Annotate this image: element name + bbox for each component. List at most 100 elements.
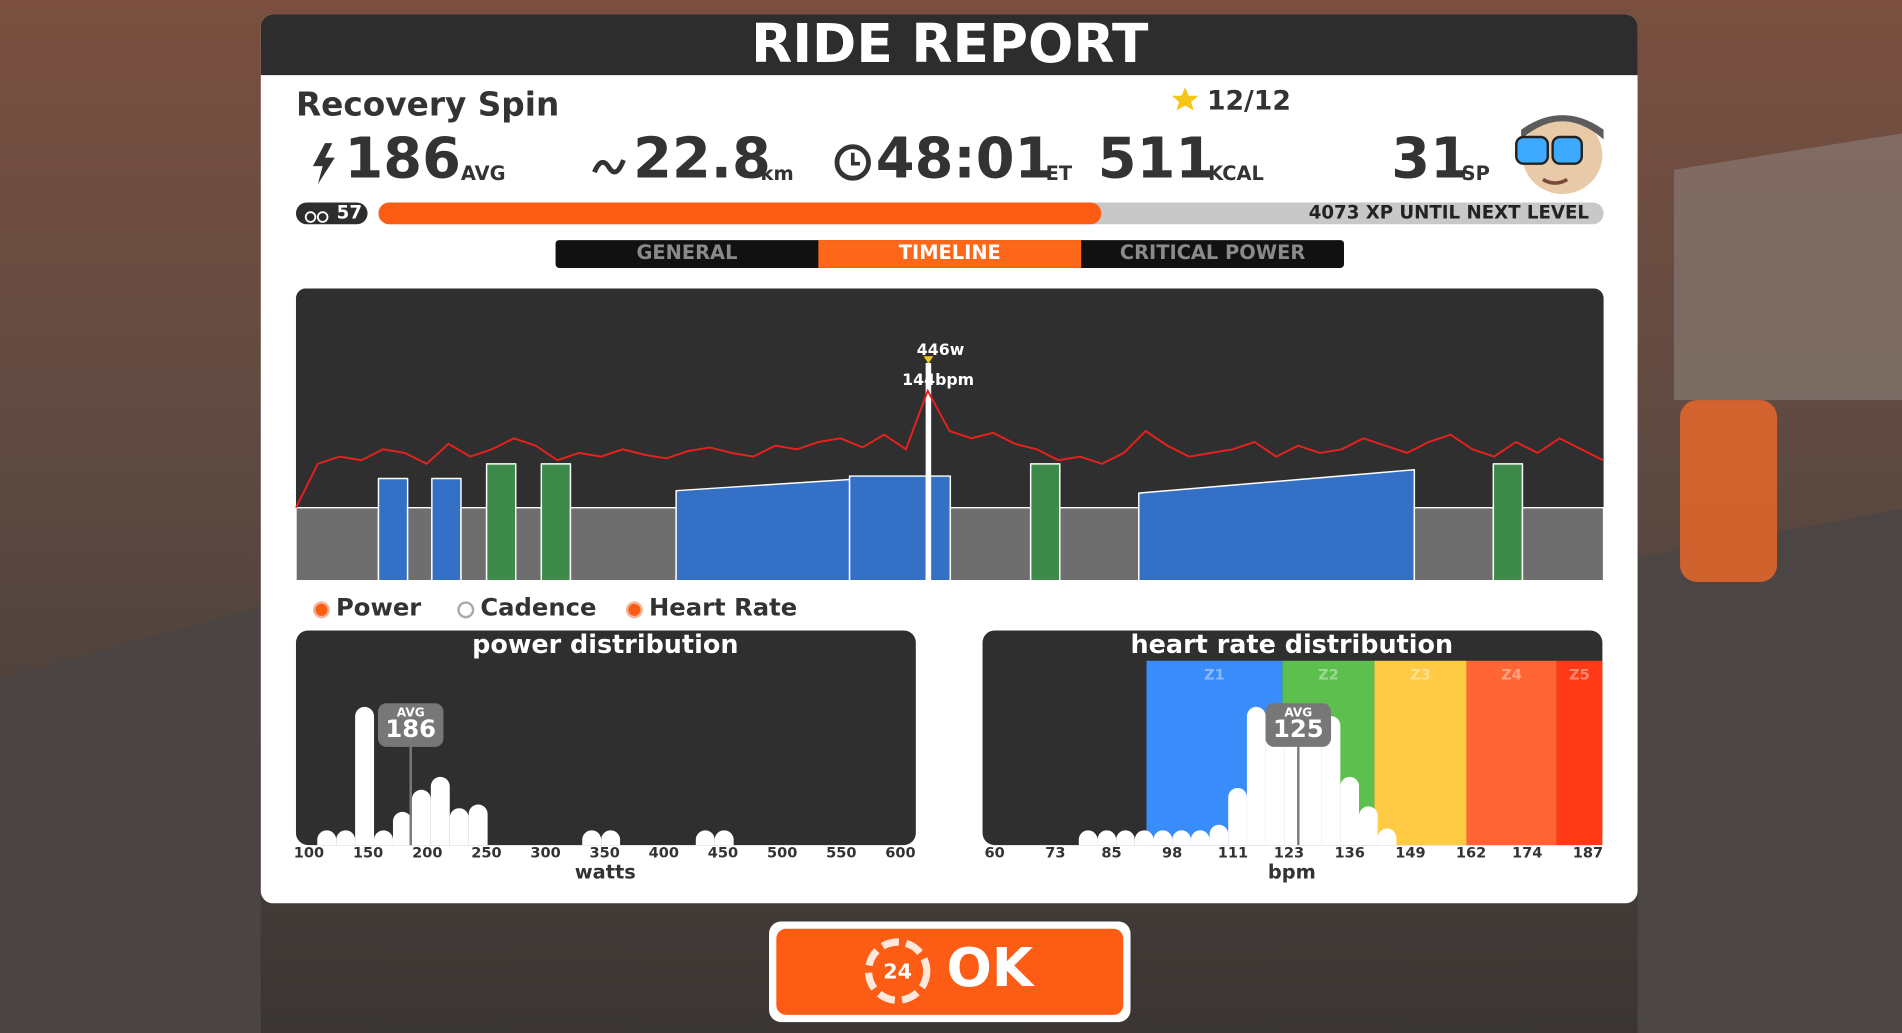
power-block (929, 475, 952, 582)
histogram-bar (1116, 830, 1135, 846)
badge: 24 (883, 959, 912, 983)
zone-label: Z2 (1318, 666, 1339, 683)
legend-dot[interactable] (457, 601, 475, 619)
building (1673, 133, 1902, 401)
time-icon-hands (850, 152, 861, 166)
histogram-bar (1097, 830, 1117, 846)
panel-title: RIDE REPORT (751, 12, 1149, 75)
power-block (431, 477, 462, 582)
power-block (1059, 506, 1140, 582)
road-left (0, 606, 261, 1033)
histogram-bar (355, 706, 375, 846)
avg-label: AVG (397, 705, 425, 719)
power-block (1413, 506, 1495, 582)
x-tick-label: 350 (590, 845, 620, 862)
power-block (949, 506, 1032, 582)
zone-label: Z3 (1410, 666, 1431, 683)
x-tick-label: 450 (708, 845, 738, 862)
x-tick-label: 250 (471, 845, 501, 862)
peak-marker (923, 356, 934, 364)
zone-label: Z5 (1569, 666, 1590, 683)
xp-fill (378, 202, 1102, 225)
bike-icon (316, 211, 329, 223)
x-tick-label: 600 (885, 845, 915, 862)
hr-distribution-title: heart rate distribution (1131, 630, 1454, 660)
legend-dot[interactable] (312, 601, 330, 619)
hr-zone (1374, 660, 1467, 846)
xp-text: 4073 XP UNTIL NEXT LEVEL (1309, 202, 1590, 223)
legend-label[interactable]: Power (336, 593, 421, 622)
x-tick-label: 550 (826, 845, 856, 862)
panel-header (260, 14, 1638, 76)
histogram-bar (1321, 716, 1341, 846)
ok-button[interactable]: 24 OK (769, 921, 1131, 1023)
timeline: 446w 144bpm (295, 340, 1605, 582)
power-icon (312, 143, 335, 185)
tab[interactable]: GENERAL (636, 241, 737, 264)
ok-button-face[interactable] (776, 928, 1124, 1015)
power-block (569, 506, 677, 582)
stat-unit: SP (1462, 162, 1490, 185)
road-right (1637, 509, 1902, 1033)
legend: Power Cadence Heart Rate (312, 593, 797, 622)
power-block (540, 463, 572, 582)
avg-label: AVG (1284, 705, 1312, 719)
histogram-bar (430, 776, 450, 846)
hr-line (295, 388, 1604, 509)
power-block (460, 506, 488, 582)
histogram-bar (1172, 830, 1191, 846)
x-tick-label: 73 (1045, 845, 1065, 862)
x-tick-label: 111 (1218, 845, 1248, 862)
x-tick-label: 100 (294, 845, 324, 862)
power-block (1138, 468, 1416, 582)
distance-icon (592, 159, 626, 175)
histogram-bar (468, 804, 488, 846)
histogram-bar (1078, 830, 1098, 846)
zone-label: Z1 (1204, 666, 1225, 683)
histogram-bar (1209, 824, 1229, 846)
x-tick-label: 85 (1101, 845, 1121, 862)
badge-ring (864, 938, 931, 1004)
x-tick-label: 162 (1456, 845, 1486, 862)
tab-active[interactable] (818, 240, 1082, 268)
legend-label[interactable]: Heart Rate (649, 593, 797, 622)
x-tick-label: 98 (1162, 845, 1182, 862)
legend-dot[interactable] (625, 601, 643, 619)
x-tick-label: 150 (353, 845, 383, 862)
hr-distribution-xlabel: bpm (1268, 860, 1316, 883)
histogram-bar (714, 830, 734, 846)
stat-value: 186 (344, 127, 460, 192)
legend-label[interactable]: Cadence (480, 593, 596, 622)
ride-name: Recovery Spin (296, 86, 559, 124)
x-tick-label: 500 (767, 845, 797, 862)
stat-unit: ET (1046, 162, 1073, 185)
power-block (925, 362, 932, 582)
time-icon (834, 144, 871, 181)
stat-value: 48:01 (876, 127, 1054, 192)
tab[interactable]: CRITICAL POWER (1120, 241, 1306, 264)
x-tick-label: 123 (1274, 845, 1304, 862)
tab[interactable]: TIMELINE (899, 241, 1001, 264)
avatar (1515, 115, 1604, 194)
hr-zone (1556, 660, 1603, 846)
power-block (514, 506, 543, 582)
ok-label[interactable]: OK (946, 936, 1034, 999)
histogram-bar (582, 830, 602, 846)
star-icon (1171, 87, 1199, 111)
power-block (485, 463, 517, 582)
stat-unit: km (761, 162, 794, 185)
histogram-bar (695, 830, 715, 846)
avg-value: 125 (1273, 714, 1324, 743)
power-block (1492, 463, 1524, 582)
histogram-bar (374, 830, 393, 846)
power-distribution-xlabel: watts (575, 860, 636, 883)
stat-value: 22.8 (633, 127, 771, 192)
x-tick-label: 200 (412, 845, 442, 862)
histogram-bar (1359, 806, 1378, 846)
power-block (295, 506, 380, 582)
histogram-bar (601, 830, 621, 846)
avg-badge (377, 703, 444, 747)
